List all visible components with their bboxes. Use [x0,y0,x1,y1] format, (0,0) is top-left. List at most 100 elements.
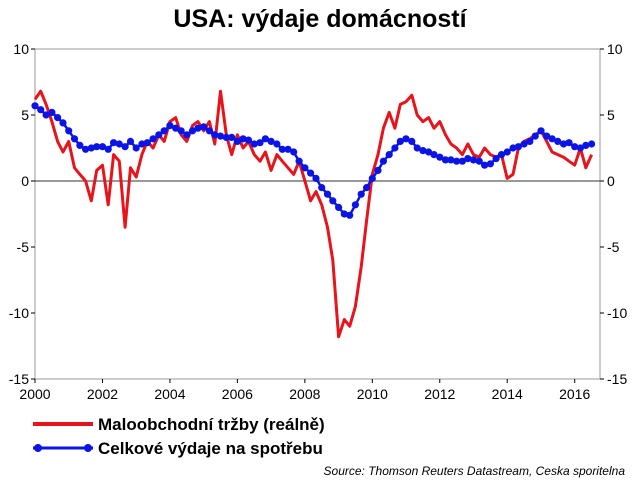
y-tick-label-right: -10 [607,305,627,321]
y-tick-label-left: -15 [9,371,29,387]
data-point-consumption [250,140,258,148]
legend-item-retail: Maloobchodní tržby (reálně) [33,415,325,434]
x-tick-label: 2010 [357,386,388,402]
data-point-consumption [419,147,427,155]
series-consumption [31,102,596,219]
data-point-consumption [571,143,579,151]
x-tick-label: 2000 [19,386,50,402]
data-point-consumption [374,166,382,174]
data-point-consumption [244,136,253,144]
data-point-consumption [503,148,511,156]
data-point-consumption [543,132,551,140]
y-tick-label-right: -5 [607,239,620,255]
plot-area [34,48,601,380]
y-tick-label-right: -15 [607,371,627,387]
x-tick-label: 2002 [87,386,118,402]
data-point-consumption [588,140,596,148]
data-point-consumption [554,137,562,145]
data-point-consumption [233,137,241,145]
data-point-consumption [301,164,309,172]
data-point-consumption [385,151,393,159]
y-tick-label-right: 0 [607,173,615,189]
x-tick-label: 2012 [424,386,455,402]
data-point-consumption [582,141,590,149]
x-axis: 2000 2002 2004 2006 2008 2010 2012 2014 2016 [19,379,590,402]
data-point-consumption [441,156,450,164]
data-point-consumption [239,135,247,143]
data-point-consumption [312,174,320,182]
data-point-consumption [149,135,157,143]
data-point-consumption [177,127,185,135]
data-point-consumption [138,140,146,148]
data-point-consumption [447,156,455,164]
data-point-consumption [565,139,573,147]
data-point-consumption [267,137,275,145]
y-axis-left: 10 5 0 -5 -10 -15 [9,41,35,387]
data-point-consumption [37,106,45,114]
legend-label-retail: Maloobchodní tržby (reálně) [98,415,325,434]
chart-title: USA: výdaje domácností [173,5,467,33]
data-point-consumption [160,127,168,135]
data-point-consumption [216,132,225,140]
data-point-consumption [430,151,438,159]
data-point-consumption [172,124,180,132]
y-tick-label-left: 5 [21,107,29,123]
data-point-consumption [48,108,56,116]
data-point-consumption [368,174,376,182]
data-point-consumption [537,127,545,135]
data-point-consumption [278,145,286,153]
data-point-consumption [425,148,433,156]
data-point-consumption [436,153,444,161]
data-point-consumption [222,133,230,141]
data-point-consumption [155,131,163,139]
data-point-consumption [475,157,483,165]
x-tick-label: 2004 [154,386,185,402]
source-note: Source: Thomson Reuters Datastream, Cesk… [324,464,626,478]
x-tick-label: 2008 [289,386,320,402]
data-point-consumption [82,145,90,153]
data-point-consumption [323,190,332,198]
series-layer [31,89,596,339]
data-point-consumption [126,137,135,145]
legend-marker-consumption-b [84,444,92,452]
data-point-consumption [481,161,489,169]
x-tick-label: 2006 [222,386,253,402]
data-point-consumption [576,144,585,152]
data-point-consumption [391,144,399,152]
data-point-consumption [110,139,118,147]
data-point-consumption [104,145,112,153]
data-point-consumption [284,145,292,153]
y-tick-label-left: -10 [9,305,29,321]
y-tick-label-right: 5 [607,107,615,123]
data-point-consumption [121,143,129,151]
data-point-consumption [261,135,269,143]
data-point-consumption [307,169,315,177]
data-point-consumption [469,156,478,164]
y-tick-label-left: -5 [17,239,30,255]
data-point-consumption [318,184,326,192]
data-point-consumption [59,119,67,127]
data-point-consumption [560,140,568,148]
y-tick-label-left: 0 [21,173,29,189]
data-point-consumption [351,201,359,209]
data-point-consumption [211,131,219,139]
data-point-consumption [65,127,73,135]
data-point-consumption [70,135,79,143]
legend-label-consumption: Celkové výdaje na spotřebu [98,439,323,458]
data-point-consumption [290,148,298,156]
y-tick-label-right: 10 [607,41,623,57]
data-point-consumption [183,131,191,139]
data-point-consumption [93,143,101,151]
data-point-consumption [256,139,264,147]
data-point-consumption [396,137,404,145]
data-point-consumption [402,135,410,143]
data-point-consumption [548,135,556,143]
x-tick-label: 2016 [559,386,590,402]
data-point-consumption [273,140,281,148]
data-point-consumption [54,114,62,122]
data-point-consumption [486,160,494,168]
data-point-consumption [492,155,500,163]
data-point-consumption [115,140,123,148]
y-tick-label-left: 10 [13,41,29,57]
legend-item-consumption: Celkové výdaje na spotřebu [33,439,323,458]
